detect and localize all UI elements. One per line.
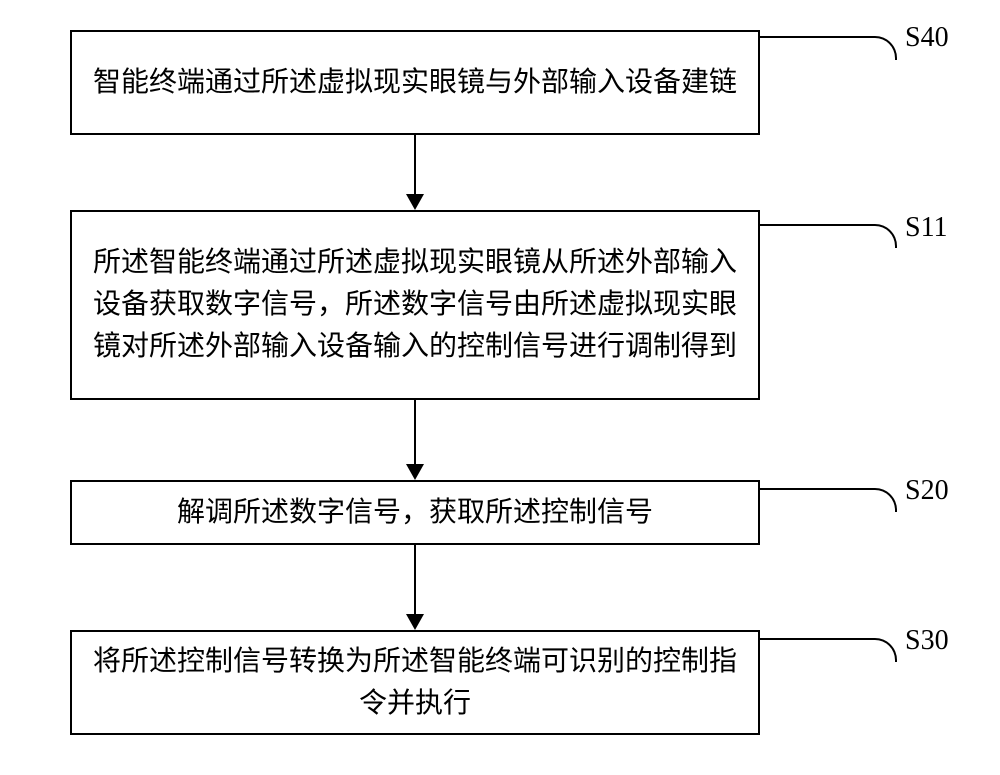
leader-s11 bbox=[760, 224, 897, 248]
step-box-s11: 所述智能终端通过所述虚拟现实眼镜从所述外部输入设备获取数字信号，所述数字信号由所… bbox=[70, 210, 760, 400]
step-label-s11: S11 bbox=[905, 212, 948, 244]
arrow-head-3 bbox=[406, 614, 424, 630]
step-text-s40: 智能终端通过所述虚拟现实眼镜与外部输入设备建链 bbox=[93, 62, 737, 104]
arrow-head-2 bbox=[406, 464, 424, 480]
step-text-s20: 解调所述数字信号，获取所述控制信号 bbox=[177, 492, 653, 534]
arrow-line-2 bbox=[414, 400, 416, 464]
flowchart-canvas: 智能终端通过所述虚拟现实眼镜与外部输入设备建链 S40 所述智能终端通过所述虚拟… bbox=[0, 0, 1000, 775]
step-label-s30: S30 bbox=[905, 625, 949, 657]
step-box-s30: 将所述控制信号转换为所述智能终端可识别的控制指令并执行 bbox=[70, 630, 760, 735]
step-label-s20: S20 bbox=[905, 475, 949, 507]
step-text-s11: 所述智能终端通过所述虚拟现实眼镜从所述外部输入设备获取数字信号，所述数字信号由所… bbox=[92, 242, 738, 368]
leader-s20 bbox=[760, 488, 897, 512]
step-box-s40: 智能终端通过所述虚拟现实眼镜与外部输入设备建链 bbox=[70, 30, 760, 135]
leader-s30 bbox=[760, 638, 897, 662]
step-box-s20: 解调所述数字信号，获取所述控制信号 bbox=[70, 480, 760, 545]
leader-s40 bbox=[760, 36, 897, 60]
step-label-s40: S40 bbox=[905, 22, 949, 54]
arrow-head-1 bbox=[406, 194, 424, 210]
arrow-line-1 bbox=[414, 135, 416, 194]
step-text-s30: 将所述控制信号转换为所述智能终端可识别的控制指令并执行 bbox=[92, 641, 738, 725]
arrow-line-3 bbox=[414, 545, 416, 614]
